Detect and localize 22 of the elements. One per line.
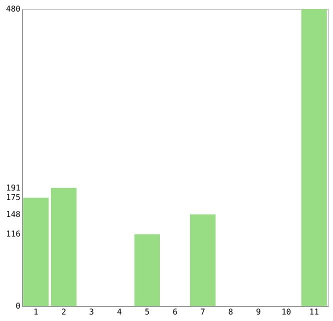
y-tick-label: 480 (6, 4, 21, 14)
y-tick-label: 0 (16, 302, 21, 310)
x-tick-label: 10 (281, 308, 292, 316)
x-tick-label: 5 (144, 308, 150, 316)
bar (134, 234, 160, 306)
x-tick-label: 8 (228, 308, 234, 316)
x-tick-label: 11 (309, 308, 320, 316)
bar (23, 198, 49, 306)
x-tick-label: 7 (200, 308, 206, 316)
x-tick-label: 9 (256, 308, 262, 316)
bar (50, 188, 77, 306)
y-tick-label: 191 (6, 183, 21, 192)
x-tick-label: 1 (33, 308, 38, 316)
y-tick-label: 148 (6, 210, 21, 219)
bar (301, 9, 327, 306)
y-tick-label: 175 (6, 193, 21, 202)
x-tick-label: 3 (89, 308, 94, 316)
x-tick-label: 6 (172, 308, 178, 316)
bar (190, 214, 216, 306)
y-tick-label: 116 (6, 230, 21, 239)
x-tick-label: 2 (61, 308, 66, 316)
x-tick-label: 4 (116, 308, 122, 316)
